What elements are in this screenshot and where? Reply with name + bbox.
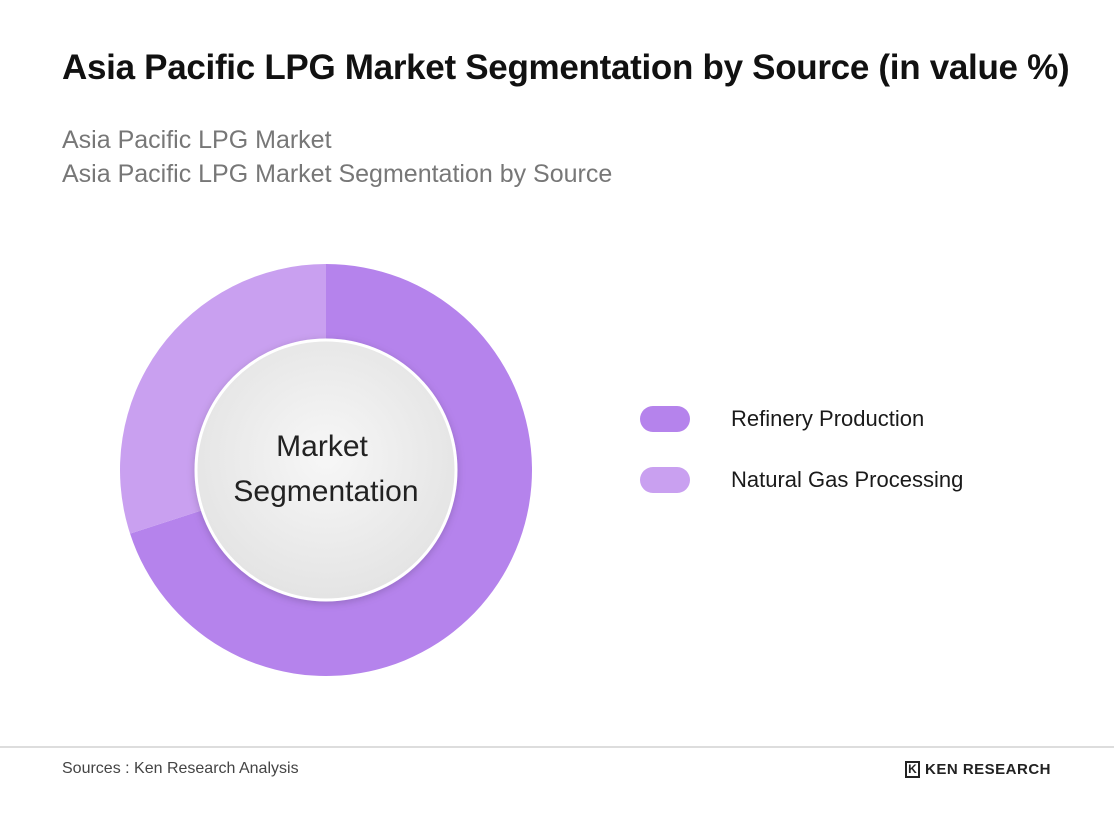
brand-logo: K KEN RESEARCH [905,761,1051,778]
ken-research-logo-icon: K [905,761,920,778]
chart-subtitle: Asia Pacific LPG Market Asia Pacific LPG… [62,123,612,191]
legend-label: Refinery Production [731,406,925,431]
brand-name: KEN RESEARCH [925,761,1052,778]
subtitle-line-2: Asia Pacific LPG Market Segmentation by … [62,160,613,188]
legend-item-refinery-production: Refinery Production [640,404,963,434]
legend-label: Natural Gas Processing [731,467,964,492]
legend-item-natural-gas-processing: Natural Gas Processing [640,465,963,495]
sources-note: Sources : Ken Research Analysis [62,760,299,777]
legend-swatch [640,406,690,432]
footer-divider [0,746,1114,748]
legend-swatch [640,467,690,493]
center-label-line-2: Segmentation [233,475,418,508]
donut-center [194,338,458,602]
chart-title: Asia Pacific LPG Market Segmentation by … [62,48,1070,87]
legend: Refinery Production Natural Gas Processi… [640,404,963,526]
subtitle-line-1: Asia Pacific LPG Market [62,126,332,154]
center-label-line-1: Market [276,430,368,463]
